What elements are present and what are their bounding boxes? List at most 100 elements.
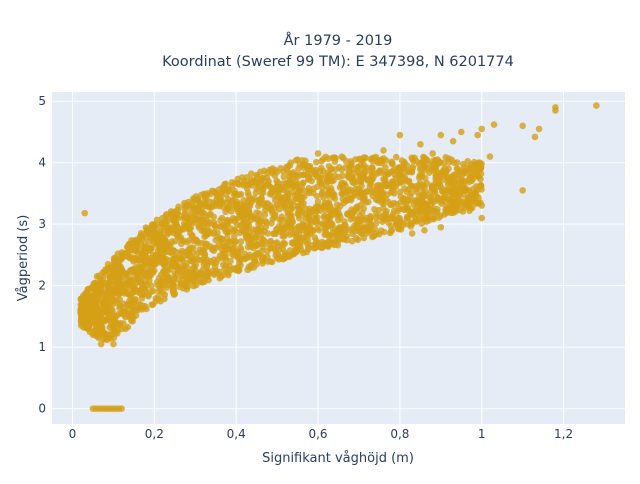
data-point — [421, 227, 428, 234]
data-point — [207, 204, 215, 211]
data-point — [167, 208, 175, 215]
data-point — [201, 278, 208, 285]
data-point — [242, 231, 249, 239]
data-point — [165, 257, 173, 264]
data-point — [224, 205, 231, 213]
data-point — [237, 238, 245, 245]
data-point — [411, 154, 418, 162]
data-point — [257, 235, 265, 242]
data-point — [418, 220, 426, 227]
data-point — [478, 214, 486, 222]
data-point — [357, 155, 365, 163]
y-tick-label: 0 — [38, 402, 46, 416]
data-point — [339, 172, 346, 180]
data-point — [218, 235, 225, 243]
y-axis-title: Vågperiod (s) — [16, 215, 31, 302]
data-point — [388, 227, 396, 234]
data-point — [256, 196, 264, 203]
data-point — [153, 239, 161, 247]
data-point — [274, 193, 282, 201]
data-point — [427, 193, 435, 201]
data-point — [169, 226, 177, 234]
y-tick-label: 4 — [38, 156, 46, 170]
data-point — [288, 239, 296, 247]
data-point — [309, 227, 317, 235]
data-point — [195, 222, 203, 229]
data-point — [84, 302, 92, 310]
data-point — [329, 154, 337, 162]
data-point — [373, 210, 380, 218]
data-point — [390, 190, 398, 197]
data-point — [225, 271, 232, 279]
data-point — [180, 237, 188, 245]
data-point — [108, 311, 115, 319]
data-point — [405, 168, 412, 176]
data-point — [276, 228, 283, 235]
data-point — [294, 156, 301, 163]
data-point — [91, 279, 99, 287]
data-point — [137, 279, 144, 287]
data-point — [234, 249, 242, 256]
data-point — [239, 181, 247, 189]
y-tick-labels: 0 1 2 3 4 5 — [38, 94, 46, 415]
data-point — [273, 177, 280, 185]
data-point — [519, 122, 526, 130]
data-point — [314, 198, 322, 206]
data-point — [327, 166, 335, 173]
data-point — [188, 206, 195, 214]
data-point — [192, 261, 200, 269]
data-point — [183, 202, 191, 210]
data-point — [486, 153, 494, 160]
data-point — [535, 125, 543, 133]
data-point — [355, 227, 363, 234]
data-point — [360, 195, 368, 203]
data-point — [396, 225, 404, 232]
data-point — [462, 198, 470, 205]
data-point — [278, 241, 286, 248]
data-point — [380, 155, 387, 162]
data-point — [250, 194, 258, 202]
data-point — [105, 279, 113, 287]
data-point — [299, 221, 307, 229]
data-point — [474, 173, 482, 180]
chart-title-line1: År 1979 - 2019 — [284, 32, 393, 49]
data-point — [388, 201, 395, 209]
data-point — [294, 245, 301, 253]
x-tick-label: 0,4 — [227, 427, 246, 441]
data-point — [118, 405, 125, 412]
data-point — [81, 310, 89, 317]
data-point — [397, 166, 404, 174]
data-point — [441, 186, 449, 194]
data-point — [344, 211, 351, 218]
data-point — [372, 153, 380, 161]
data-point — [449, 137, 457, 145]
data-point — [310, 206, 318, 213]
data-point — [417, 140, 424, 148]
data-point — [141, 240, 149, 248]
data-point — [209, 267, 216, 275]
data-point — [221, 243, 229, 251]
x-tick-label: 0,8 — [390, 427, 409, 441]
data-point — [161, 260, 168, 268]
data-point — [341, 188, 349, 196]
data-point — [318, 178, 326, 186]
data-point — [391, 207, 398, 214]
data-point — [253, 185, 260, 193]
data-point — [246, 251, 254, 259]
data-point — [159, 214, 166, 222]
data-point — [198, 227, 206, 234]
data-point — [295, 186, 303, 194]
data-point — [233, 200, 240, 208]
data-point — [380, 200, 387, 208]
data-point — [98, 327, 105, 335]
data-point — [304, 228, 311, 235]
data-point — [380, 175, 387, 183]
x-tick-label: 1,2 — [554, 427, 573, 441]
data-point — [184, 283, 192, 290]
data-point — [190, 255, 198, 263]
data-point — [333, 212, 341, 220]
data-point — [285, 172, 293, 180]
data-point — [104, 264, 112, 272]
data-point — [146, 265, 153, 272]
